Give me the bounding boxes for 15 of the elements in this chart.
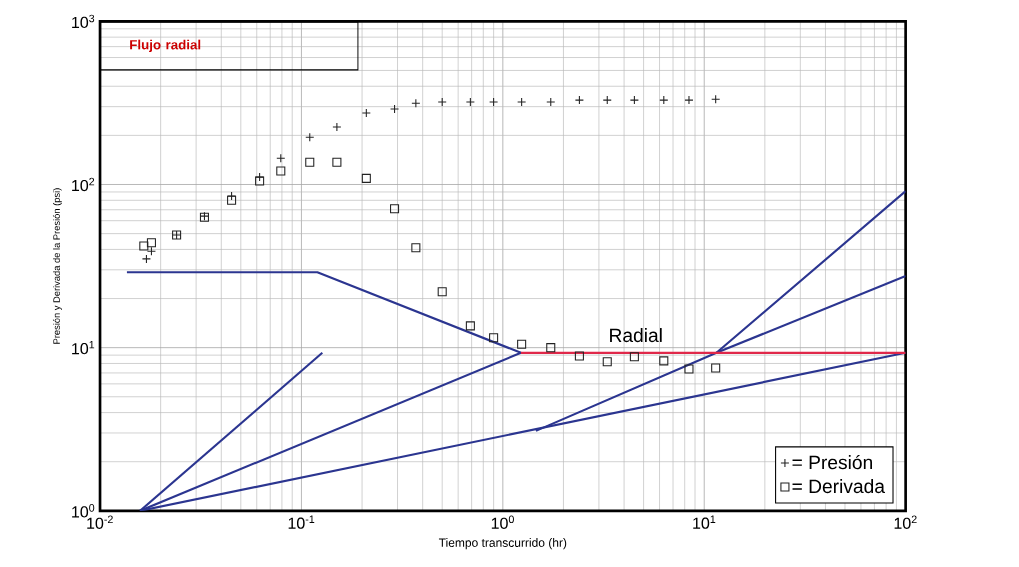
x-axis-title: Tiempo transcurrido (hr) <box>438 538 567 550</box>
x-tick-label: 10$^{1}$ <box>693 515 716 529</box>
x-tick-label: 10$^{0}$ <box>491 515 514 530</box>
annotation: Radial <box>610 328 662 343</box>
x-tick-label: 10$^{-1}$ <box>288 515 315 529</box>
y-tick-label: 10$^{1}$ <box>72 341 95 355</box>
legend-label: = Derivada <box>792 479 885 494</box>
y-tick-label: 10$^{2}$ <box>72 177 95 192</box>
x-tick-label: 10$^{-2}$ <box>87 515 113 530</box>
x-tick-label: 10$^{2}$ <box>894 515 917 530</box>
legend-label: = Presión <box>792 454 872 470</box>
text: Flujo radial <box>130 39 201 53</box>
y-tick-label: 10$^{3}$ <box>72 14 95 29</box>
y-axis-title: Presión y Derivada de la Presión (psi) <box>52 188 62 344</box>
y-tick-label: 10$^{0}$ <box>72 504 95 518</box>
